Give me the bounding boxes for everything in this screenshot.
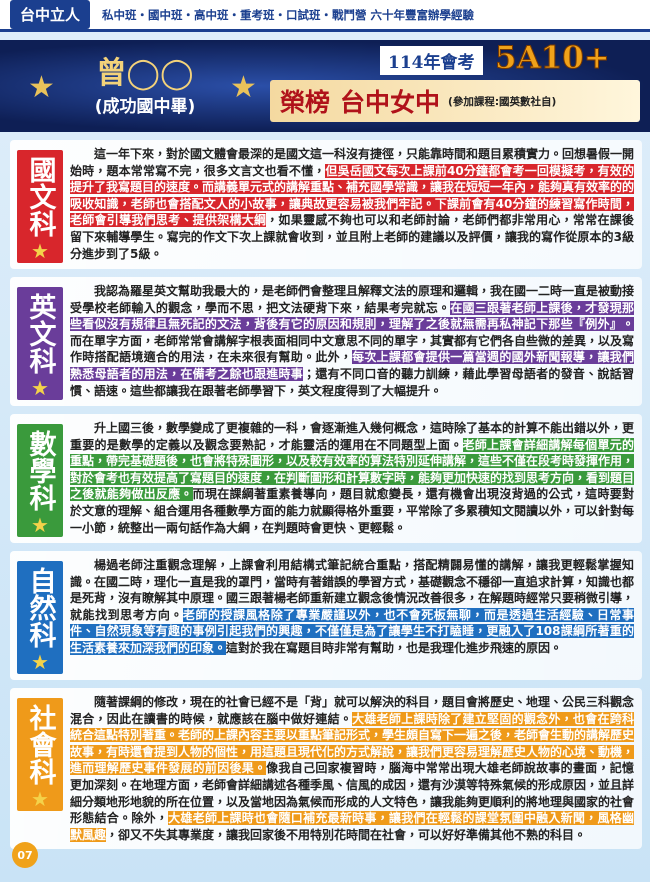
star-icon: ★ [17,239,63,263]
paragraph: 升上國三後，數學變成了更複雜的一科，會逐漸進入幾何概念，這時除了基本的計算不能出… [70,420,635,537]
text: 我認為羅星英文幫助我最大的，是老師們會整理且解釋文法的原理和邏輯，我在國一二時一… [70,284,635,315]
target-school: 台中女中 [340,88,441,117]
header: ★ ★ 曾◯◯ (成功國中畢) 114年會考 5A10+ 榮榜 台中女中 (參加… [0,40,650,132]
school: (成功國中畢) [94,97,196,117]
text: 升上國三後，數學變成了更複雜的一科，會逐漸進入幾何概念，這時除了基本的計算不能出… [70,421,635,452]
logo: 台中立人 [10,0,91,29]
text: 這對於我在寫題目時非常有幫助，也是我理化進步飛速的原因。 [226,640,563,655]
subject-title: 自然科 [17,561,63,654]
subject-label: 數學科 ★ [10,420,70,537]
score: 5A10+ [495,40,611,77]
top-bar: 台中立人 私中班・國中班・高中班・重考班・口試班・戰鬥營 六十年豐富辦學經驗 [0,0,650,32]
subject-section: 自然科 ★ 楊過老師注重觀念理解，上課會利用結構式筆記統合重點，搭配精闢易懂的講解，… [10,551,642,680]
subject-label: 社會科 ★ [10,694,70,843]
subject-section: 國文科 ★ 這一年下來，對於國文體會最深的是國文這一科沒有捷徑，只能靠時間和題目累積… [10,140,642,269]
text: 而現在課綱著重素養導向，題目就愈變長，還有機會出現沒背過的公式，這時要對於文意的… [70,487,635,535]
page-number: 07 [12,842,38,868]
sections: 國文科 ★ 這一年下來，對於國文體會最深的是國文這一科沒有捷徑，只能靠時間和題目累積… [10,140,642,857]
star-icon: ★ [17,513,63,537]
subject-section: 英文科 ★ 我認為羅星英文幫助我最大的，是老師們會整理且解釋文法的原理和邏輯，我在國… [10,277,642,406]
star-icon: ★ [28,70,55,105]
text: 隨著課綱的修改，現在的社會已經不是「背」就可以解決的科目，題目會將歷史、地理、公… [70,695,635,726]
paragraph: 楊過老師注重觀念理解，上課會利用結構式筆記統合重點，搭配精闢易懂的講解，讓我更輕… [70,557,634,674]
paragraph: 我認為羅星英文幫助我最大的，是老師們會整理且解釋文法的原理和邏輯，我在國一二時一… [70,283,634,400]
subject-label: 英文科 ★ [10,283,70,400]
paragraph: 隨著課綱的修改，現在的社會已經不是「背」就可以解決的科目，題目會將歷史、地理、公… [70,694,635,843]
paragraph: 這一年下來，對於國文體會最深的是國文這一科沒有捷徑，只能靠時間和題目累積實力。回… [70,146,635,263]
subject-section: 數學科 ★ 升上國三後，數學變成了更複雜的一科，會逐漸進入幾何概念，這時除了基本的計… [10,414,642,543]
subject-label: 國文科 ★ [10,146,70,263]
honor: 榮榜 [280,88,331,117]
text: 楊過老師注重觀念理解，上課會利用結構式筆記統合重點，搭配精闢易懂的講解，讓我更輕… [70,558,635,622]
star-icon: ★ [17,787,63,811]
subject-section: 社會科 ★ 隨著課綱的修改，現在的社會已經不是「背」就可以解決的科目，題目會將歷史、… [10,688,642,850]
text: ；還有不同口音的聽力訓練，藉此學習母語者的發音、說話習慣、語速。這些都讓我在跟著… [70,366,634,398]
star-icon: ★ [230,70,257,105]
banner: 榮榜 台中女中 (參加課程:國英數社自) [270,80,640,122]
text: ，如果靈感不夠也可以和老師討論，老師們都非常用心，常常在課後留下來輔導學生。寫完… [70,213,634,261]
subject-title: 數學科 [17,424,63,517]
text: ，卻又不失其專業度，讓我回家後不用特別花時間在社會，可以好好準備其他不熟的科目。 [106,827,587,842]
student-name: 曾◯◯ [96,56,194,91]
star-icon: ★ [17,376,63,400]
subject-title: 國文科 [17,150,63,243]
text: 這一年下來，對於國文體會最深的是國文這一科沒有捷徑，只能靠時間和題目累積實力。回… [70,147,635,178]
text: 像我自己回家複習時，腦海中常常出現大雄老師說故事的畫面，記憶更加深刻。在地理方面… [70,761,635,826]
text: 而在單字方面，老師常常會講解字根表面相同中文意思不同的單字，其實都有它們各自些微… [70,333,635,365]
subject-title: 英文科 [17,287,63,380]
subject-title: 社會科 [17,698,63,791]
courses: (參加課程:國英數社自) [448,95,557,108]
exam: 114年會考 [380,46,483,75]
subject-label: 自然科 ★ [10,557,70,674]
star-icon: ★ [17,650,63,674]
tagline: 私中班・國中班・高中班・重考班・口試班・戰鬥營 六十年豐富辦學經驗 [102,7,475,22]
